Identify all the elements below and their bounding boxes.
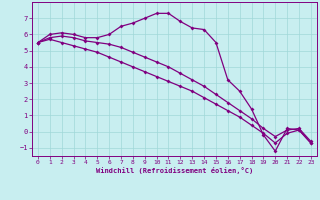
X-axis label: Windchill (Refroidissement éolien,°C): Windchill (Refroidissement éolien,°C) — [96, 167, 253, 174]
